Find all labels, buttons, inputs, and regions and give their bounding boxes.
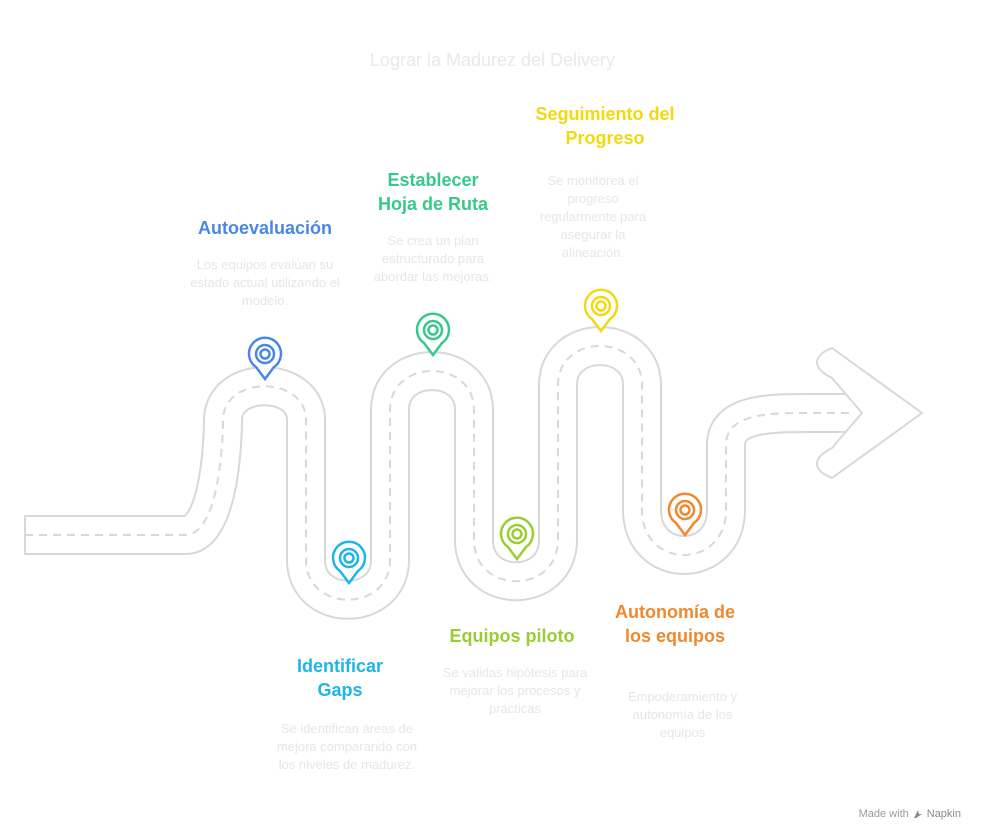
step-4-title: Equipos piloto <box>449 626 575 646</box>
step-6-description: Empoderamiento y autonomía de los equipo… <box>627 689 738 740</box>
pin-seguimiento-icon <box>583 288 619 334</box>
made-with-napkin-credit[interactable]: Made with Napkin <box>859 808 961 820</box>
step-5-description: Se monitorea el progreso regularmente pa… <box>539 173 647 260</box>
step-3-title: Establecer Hoja de Ruta <box>377 170 488 214</box>
step-4-description: Se validas hipótesis para mejorar los pr… <box>442 665 588 716</box>
napkin-logo-icon <box>913 810 922 818</box>
credit-label: Made with <box>858 808 909 820</box>
pin-hoja-de-ruta-icon <box>415 312 451 358</box>
step-1-title: Autoevaluación <box>197 218 333 238</box>
step-1-description: Los equipos evalúan su estado actual uti… <box>190 257 340 308</box>
pin-identificar-gaps-icon <box>331 540 367 586</box>
step-6-title: Autonomía de los equipos <box>615 602 735 646</box>
step-3-description: Se crea un plan estructurado para aborda… <box>373 233 493 284</box>
arrow-head-icon <box>816 347 923 479</box>
diagram-title: Lograr la Madurez del Delivery <box>369 50 616 70</box>
pin-autoevaluacion-icon <box>247 336 283 382</box>
pin-equipos-piloto-icon <box>499 516 535 562</box>
step-5-title: Seguimiento del Progreso <box>535 104 675 148</box>
pin-autonomia-icon <box>667 492 703 538</box>
step-2-description: Se identifican áreas de mejora comparand… <box>276 721 418 772</box>
credit-brand: Napkin <box>926 808 961 820</box>
step-2-title: Identificar Gaps <box>296 656 384 700</box>
